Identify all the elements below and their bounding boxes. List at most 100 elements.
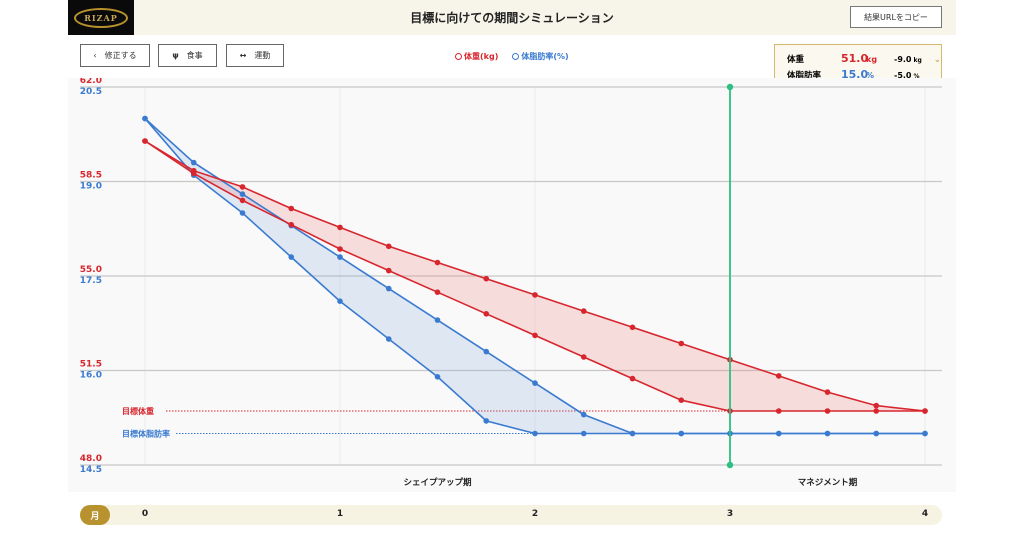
fat-data-point [678,430,685,437]
fat-data-point [824,430,831,437]
weight-data-point [337,246,343,252]
fat-data-point [922,430,928,437]
weight-data-point [824,389,831,395]
fat-data-point [337,254,343,260]
chevron-left-icon: ‹ [93,51,97,60]
fat-data-point [580,411,587,418]
summary-panel[interactable]: 体重 51.0 kg -9.0 kg ⌄ 体脂肪率 15.0 % -5.0 % [774,44,942,83]
y-right-tick: 14.5 [80,465,102,475]
dumbbell-icon: ↔ [239,51,247,60]
fat-data-point [629,430,636,437]
y-left-tick: 48.0 [80,454,102,464]
meal-button[interactable]: ψ 食事 [158,44,217,67]
chart-legend: 体重(kg) 体脂肪率(%) [455,51,569,62]
fat-label: 体脂肪率 [787,71,822,81]
fat-data-point [580,430,587,437]
weight-data-point [483,275,490,282]
fat-data-point [483,418,490,424]
y-right-tick: 19.0 [80,182,102,192]
weight-data-point [824,408,831,414]
phase-label-shapeup: シェイプアップ期 [403,477,472,488]
weight-data-point [775,373,782,379]
rizap-logo[interactable]: RIZAP [68,0,134,35]
legend-fat[interactable]: 体脂肪率(%) [512,51,569,62]
fat-unit: % [866,71,875,80]
chart-area: 62.0 20.5 58.5 19.0 55.0 17.5 51.5 16.0 48.0 14.5… [68,76,956,492]
y-left-tick: 62.0 [80,78,102,86]
fat-data-point [142,115,148,122]
month-tick: 3 [726,509,734,519]
y-left-tick: 55.0 [80,265,102,275]
weight-data-point [385,243,392,250]
fat-data-point [532,380,538,386]
exercise-button[interactable]: ↔ 運動 [226,44,284,67]
marker-handle-bottom [726,461,734,469]
target-weight-label: 目標体重 [122,406,154,416]
y-left-tick: 51.5 [80,360,102,370]
weight-data-point [288,205,295,212]
month-tick: 1 [336,509,344,519]
weight-data-point [532,332,538,339]
fat-data-point [385,285,392,292]
weight-value: 51.0 [841,52,869,65]
fat-data-point [775,430,782,437]
summary-weight-row: 体重 51.0 kg -9.0 kg ⌄ [787,52,941,65]
month-tick: 4 [921,509,929,519]
month-tick: 0 [141,509,149,519]
month-axis: 月 0 1 2 3 4 [80,505,942,525]
fat-data-point [483,348,490,355]
fat-data-point [190,159,197,166]
edit-button[interactable]: ‹ 修正する [80,44,150,67]
legend-weight[interactable]: 体重(kg) [455,51,498,62]
y-right-tick: 17.5 [80,276,102,286]
weight-data-point [873,402,880,409]
fat-diff-unit: % [913,73,920,80]
month-badge: 月 [80,505,110,525]
weight-diff: -9.0 [894,55,912,64]
weight-data-point [629,375,636,382]
weight-data-point [532,292,538,298]
copy-url-button[interactable]: 結果URLをコピー [850,6,942,28]
fat-data-point [239,191,246,197]
fat-data-point [434,374,441,380]
weight-diff-unit: kg [913,57,922,64]
weight-data-point [288,221,295,228]
fork-knife-icon: ψ [172,51,179,60]
weight-data-point [678,340,685,347]
weight-unit: kg [866,55,878,64]
weight-data-point [385,267,392,274]
simulation-chart: 62.020.5 58.519.0 55.017.5 51.516.0 48.014.5… [80,76,942,488]
weight-data-point [580,354,587,360]
target-fat-label: 目標体脂肪率 [122,429,170,439]
fat-data-point [337,298,343,304]
exercise-label: 運動 [254,51,271,60]
fat-diff: -5.0 [894,71,912,80]
phase-label-management: マネジメント期 [798,477,858,488]
month-tick: 2 [531,509,539,519]
fat-data-point [385,336,392,342]
y-right-tick: 16.0 [80,371,102,381]
fat-value: 15.0 [841,68,869,81]
weight-data-point [483,311,490,317]
weight-data-point [922,408,928,414]
edit-label: 修正する [104,51,137,60]
meal-label: 食事 [186,51,203,60]
weight-data-point [142,138,148,144]
y-right-tick: 20.5 [80,87,102,97]
fat-data-point [239,210,246,216]
circle-icon [455,53,462,60]
fat-data-point [532,430,538,437]
weight-data-point [678,397,685,404]
weight-data-point [873,408,880,414]
weight-data-point [434,259,441,266]
y-left-tick: 58.5 [80,171,102,181]
fat-data-point [873,430,880,437]
weight-data-point [337,224,343,231]
weight-data-point [190,170,197,177]
logo-mark: RIZAP [74,7,128,28]
page-title: 目標に向けての期間シミュレーション [410,11,614,25]
circle-icon [512,53,520,60]
summary-fat-row: 体脂肪率 15.0 % -5.0 % [787,68,920,81]
chevron-down-icon[interactable]: ⌄ [933,55,941,65]
weight-data-point [239,197,246,204]
